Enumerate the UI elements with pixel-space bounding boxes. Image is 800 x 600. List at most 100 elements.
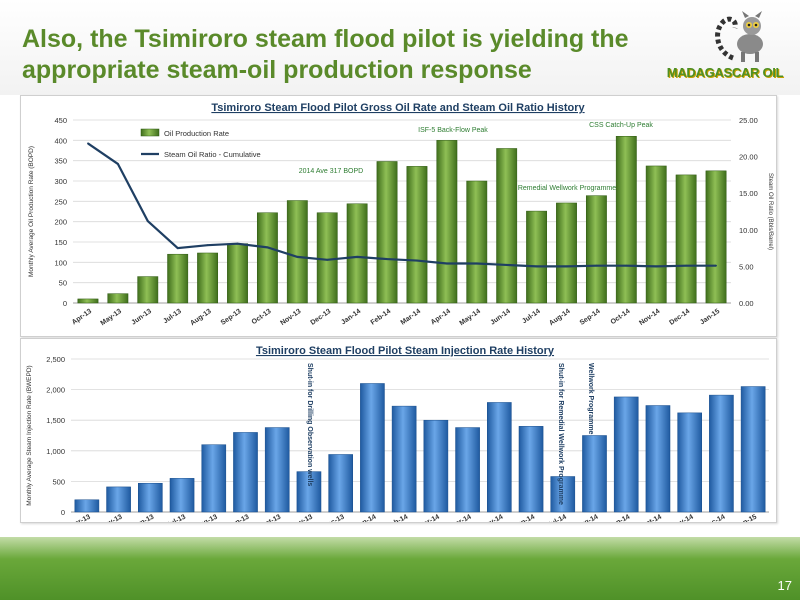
- y-tick-label: 0: [61, 508, 65, 517]
- sor-point: [146, 220, 149, 222]
- oil-rate-bar: [496, 148, 518, 304]
- page-number: 17: [777, 578, 792, 593]
- steam-injection-bar: [487, 402, 512, 513]
- y-tick-label: 150: [54, 238, 67, 247]
- x-tick-label: Oct-13: [260, 514, 283, 522]
- x-tick-label: May-14: [458, 308, 482, 327]
- x-tick-label: Jan-14: [340, 308, 362, 327]
- chart-annotation: Shut-in for Drilling Observation wells: [306, 363, 313, 486]
- y-tick-label: 1,500: [46, 416, 65, 425]
- steam-injection-bar: [455, 427, 480, 513]
- legend-swatch-oil: [140, 128, 160, 137]
- chart-annotation: 2014 Ave 317 BOPD: [299, 168, 363, 175]
- chart-annotation: ISF-5 Back-Flow Peak: [418, 127, 488, 134]
- steam-injection-bar: [423, 419, 449, 513]
- oil-rate-bar: [436, 140, 458, 304]
- oil-rate-bar: [376, 161, 398, 304]
- oil-rate-chart: Tsimiroro Steam Flood Pilot Gross Oil Ra…: [20, 95, 777, 337]
- x-tick-label: Jan-14: [354, 514, 377, 522]
- x-tick-label: Aug-14: [575, 514, 599, 522]
- x-tick-label: Mar-14: [418, 514, 441, 522]
- x-tick-label: Jan-15: [699, 308, 721, 327]
- oil-rate-bar: [107, 293, 129, 304]
- x-tick-label: Jul-14: [521, 308, 542, 325]
- oil-rate-bar: [197, 252, 219, 304]
- oil-rate-bar: [77, 298, 99, 304]
- y2-tick-label: 15.00: [739, 189, 758, 198]
- oil-rate-bar: [227, 243, 248, 304]
- steam-injection-bar: [550, 476, 576, 513]
- oil-rate-bar: [346, 203, 368, 304]
- sor-point: [625, 264, 628, 267]
- sor-point: [176, 247, 179, 250]
- x-tick-label: Oct-14: [640, 514, 663, 522]
- lemur-icon: [715, 11, 763, 62]
- y-tick-label: 2,000: [46, 386, 65, 395]
- steam-injection-bar: [296, 471, 322, 513]
- sor-point: [655, 265, 658, 268]
- steam-injection-chart: Tsimiroro Steam Flood Pilot Steam Inject…: [20, 338, 777, 523]
- y-tick-label: 300: [54, 177, 67, 186]
- x-tick-label: Aug-13: [194, 514, 218, 522]
- x-tick-label: Apr-13: [71, 308, 93, 327]
- y-tick-label: 50: [59, 279, 67, 288]
- footer-band: [0, 537, 800, 600]
- x-tick-label: Aug-14: [548, 308, 572, 327]
- y2-tick-label: 10.00: [739, 226, 758, 235]
- y-tick-label: 2,500: [46, 355, 65, 364]
- oil-rate-bar: [256, 212, 278, 304]
- steam-injection-bar: [106, 486, 131, 513]
- y-axis-label: Monthly Average Steam Injection Rate (BW…: [26, 365, 33, 505]
- x-tick-label: Nov-13: [279, 308, 302, 327]
- sor-point: [266, 246, 269, 249]
- oil-rate-bar: [585, 195, 607, 304]
- steam-injection-bar: [74, 499, 100, 513]
- chart-annotation: Remedial Wellwork Programme: [518, 185, 616, 192]
- sor-point: [505, 264, 508, 266]
- x-tick-label: Nov-14: [671, 514, 695, 522]
- y-tick-label: 450: [54, 116, 67, 125]
- y2-tick-label: 20.00: [739, 153, 758, 162]
- x-tick-label: Apr-14: [430, 308, 452, 327]
- steam-injection-bar: [582, 435, 607, 513]
- y-tick-label: 1,000: [46, 447, 65, 456]
- x-tick-label: Sep-14: [579, 308, 602, 327]
- x-tick-label: Mar-14: [400, 308, 423, 327]
- company-logo: MADAGASCAR OIL: [655, 8, 795, 90]
- sor-point: [595, 264, 598, 267]
- x-tick-label: Feb-14: [370, 308, 393, 327]
- steam-injection-bar: [169, 478, 195, 513]
- x-tick-label: Jun-14: [513, 514, 536, 522]
- sor-point: [87, 142, 89, 145]
- steam-injection-bar: [740, 386, 766, 513]
- header-band: [0, 0, 800, 95]
- oil-rate-bar: [526, 210, 548, 304]
- x-tick-label: Dec-13: [310, 308, 333, 327]
- sor-point: [356, 255, 359, 258]
- oil-rate-bar: [615, 136, 637, 304]
- x-tick-label: Nov-13: [290, 514, 314, 522]
- x-tick-label: Jul-14: [547, 514, 568, 522]
- x-tick-label: May-13: [99, 514, 123, 522]
- x-tick-label: Dec-14: [703, 514, 727, 522]
- oil-rate-bar: [406, 166, 428, 304]
- steam-injection-chart-svg: Tsimiroro Steam Flood Pilot Steam Inject…: [26, 345, 769, 522]
- y2-axis-label: Steam Oil Ratio (Bbls/Barrel): [767, 173, 773, 250]
- x-tick-label: Jan-15: [735, 514, 758, 522]
- oil-rate-bar: [286, 200, 308, 304]
- y2-tick-label: 5.00: [739, 262, 754, 271]
- oil-rate-chart-svg: Tsimiroro Steam Flood Pilot Gross Oil Ra…: [28, 102, 773, 327]
- oil-rate-bar: [705, 170, 727, 304]
- sor-line: [87, 142, 717, 268]
- y2-tick-label: 25.00: [739, 116, 758, 125]
- sor-point: [535, 265, 538, 268]
- y2-tick-label: 0.00: [739, 299, 754, 308]
- x-tick-label: Feb-14: [386, 514, 409, 522]
- y-tick-label: 100: [54, 258, 67, 267]
- y-tick-label: 350: [54, 157, 67, 166]
- x-tick-label: Jun-13: [132, 514, 155, 522]
- oil-rate-bar: [556, 202, 577, 304]
- steam-injection-bar: [233, 432, 258, 513]
- slide-title: Also, the Tsimiroro steam flood pilot is…: [22, 25, 629, 84]
- steam-injection-bar: [264, 427, 290, 513]
